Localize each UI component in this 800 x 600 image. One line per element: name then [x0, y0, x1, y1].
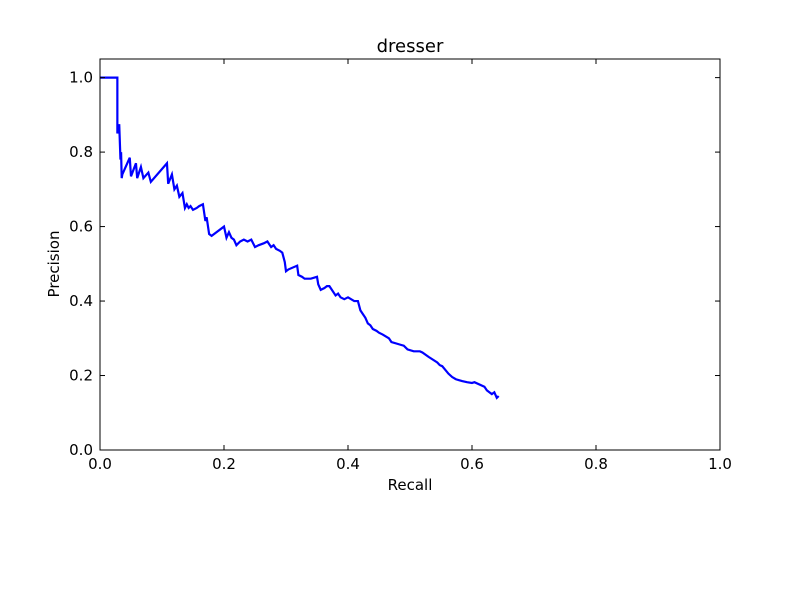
chart-title: dresser — [377, 36, 444, 57]
x-axis: 0.0 0.2 0.4 0.6 0.8 1.0 — [88, 59, 732, 473]
x-tick-label: 1.0 — [708, 455, 732, 473]
y-tick-label: 0.0 — [69, 441, 93, 459]
plot-area — [99, 58, 721, 451]
x-tick-label: 0.2 — [212, 455, 236, 473]
x-tick-label: 0.8 — [584, 455, 608, 473]
y-tick-label: 0.8 — [69, 143, 93, 161]
x-tick-label: 0.0 — [88, 455, 112, 473]
x-axis-label: Recall — [388, 476, 433, 494]
y-tick-label: 0.4 — [69, 292, 93, 310]
y-tick-label: 0.2 — [69, 367, 93, 385]
y-tick-label: 0.6 — [69, 218, 93, 236]
y-axis-label: Precision — [45, 231, 63, 298]
axes-frame — [99, 58, 721, 451]
x-tick-label: 0.4 — [336, 455, 360, 473]
x-tick-label: 0.6 — [460, 455, 484, 473]
y-axis: 0.0 0.2 0.4 0.6 0.8 1.0 — [69, 69, 720, 459]
y-tick-label: 1.0 — [69, 69, 93, 87]
series-line-0 — [100, 76, 500, 400]
